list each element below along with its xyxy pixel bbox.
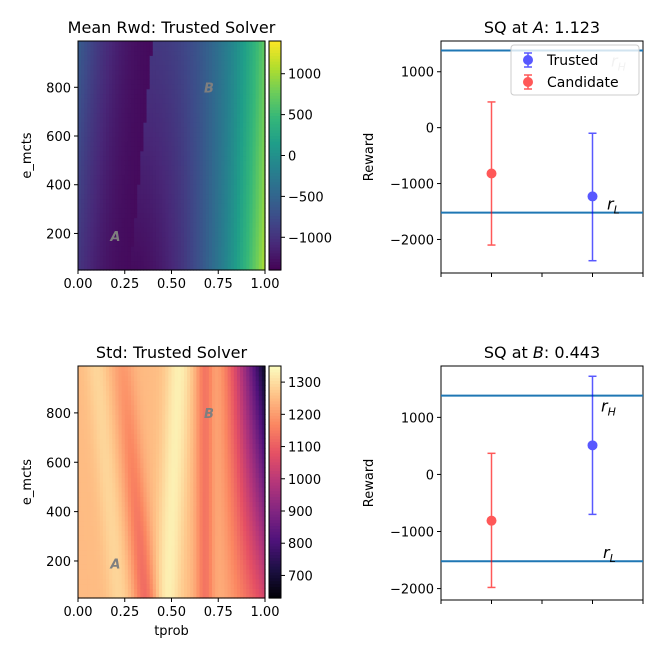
title-var: A: [532, 18, 544, 37]
x-tick-label: 0.00: [64, 277, 93, 292]
legend-frame: [510, 44, 640, 96]
title-prefix: SQ at: [484, 18, 533, 37]
colorbar-tick-label: 1300: [288, 376, 321, 391]
colorbar-tick-label: 0: [288, 150, 296, 165]
y-axis-label: e_mcts: [20, 459, 35, 505]
mean-heatmap-title: Mean Rwd: Trusted Solver: [68, 18, 276, 37]
legend-marker-trusted: [523, 52, 533, 68]
colorbar-tick-label: 1000: [288, 473, 321, 488]
y-tick-label: 800: [46, 407, 71, 422]
point-label-a: A: [109, 230, 120, 245]
y-tick-label: −1000: [390, 526, 434, 541]
colorbar-tick-label: 1100: [288, 441, 321, 456]
y-tick-label: 400: [46, 506, 71, 521]
x-tick-label: 0.25: [110, 277, 139, 292]
colorbar-tick-label: 500: [288, 109, 313, 124]
x-tick-label: 0.75: [204, 605, 233, 620]
y-tick-label: −2000: [390, 233, 434, 248]
x-tick-label: 1.00: [251, 605, 280, 620]
x-tick-label: 0.75: [204, 277, 233, 292]
point-label-a: A: [109, 557, 120, 572]
colorbar-tick-label: 900: [288, 505, 313, 520]
reference-label-r-h: rH: [601, 397, 616, 419]
reference-label-r-l: rL: [603, 543, 616, 565]
y-tick-label: 600: [46, 456, 71, 471]
marker: [486, 515, 497, 526]
point-trusted: [587, 375, 598, 516]
point-candidate: [486, 101, 497, 246]
y-tick-label: 0: [426, 468, 434, 483]
x-tick-label: 0.50: [157, 605, 186, 620]
colorbar-tick-label: 700: [288, 569, 313, 584]
point-trusted: [587, 132, 598, 262]
colorbar-frame: [268, 365, 282, 599]
y-tick-label: 600: [46, 130, 71, 145]
y-tick-label: 1000: [401, 411, 434, 426]
marker: [587, 191, 598, 202]
y-tick-label: 200: [46, 555, 71, 570]
colorbar-tick-label: −500: [288, 190, 324, 205]
x-tick-label: 0.50: [157, 277, 186, 292]
y-tick-label: −2000: [390, 583, 434, 598]
std-heatmap-title: Std: Trusted Solver: [96, 343, 248, 362]
point-label-b: B: [204, 81, 214, 96]
x-tick-label: 0.25: [110, 605, 139, 620]
x-axis-label: tprob: [154, 624, 189, 639]
colorbar: [269, 366, 281, 599]
colorbar-tick-label: 1000: [288, 68, 321, 83]
std-heatmap-image: [78, 366, 266, 599]
title-prefix: SQ at: [484, 343, 533, 362]
colorbar-tick-label: 1200: [288, 408, 321, 423]
y-tick-label: 1000: [401, 66, 434, 81]
y-tick-label: 800: [46, 81, 71, 96]
y-axis-label: Reward: [362, 133, 377, 181]
mean-heatmap-image: [78, 41, 266, 271]
sq-a-title: SQ at A: 1.123: [484, 18, 600, 37]
reference-label-r-l: rL: [607, 195, 620, 217]
marker: [587, 440, 598, 451]
legend: [510, 44, 640, 96]
legend-label-trusted: Trusted: [546, 53, 598, 69]
title-suffix: : 0.443: [544, 343, 600, 362]
y-axis-label: e_mcts: [20, 132, 35, 178]
y-tick-label: −1000: [390, 178, 434, 193]
y-tick-label: 200: [46, 227, 71, 242]
sq-b-title: SQ at B: 0.443: [484, 343, 600, 362]
y-tick-label: 0: [426, 122, 434, 137]
colorbar-tick-label: 800: [288, 537, 313, 552]
colorbar: [269, 41, 281, 271]
marker: [486, 168, 497, 179]
legend-marker-candidate: [523, 74, 533, 90]
title-suffix: : 1.123: [544, 18, 600, 37]
title-var: B: [533, 343, 544, 362]
point-candidate: [486, 452, 497, 589]
colorbar-tick-label: −1000: [288, 231, 332, 246]
y-axis-label: Reward: [362, 459, 377, 507]
x-tick-label: 1.00: [251, 277, 280, 292]
point-label-b: B: [204, 407, 214, 422]
y-tick-label: 400: [46, 179, 71, 194]
x-tick-label: 0.00: [64, 605, 93, 620]
legend-label-candidate: Candidate: [547, 75, 619, 91]
